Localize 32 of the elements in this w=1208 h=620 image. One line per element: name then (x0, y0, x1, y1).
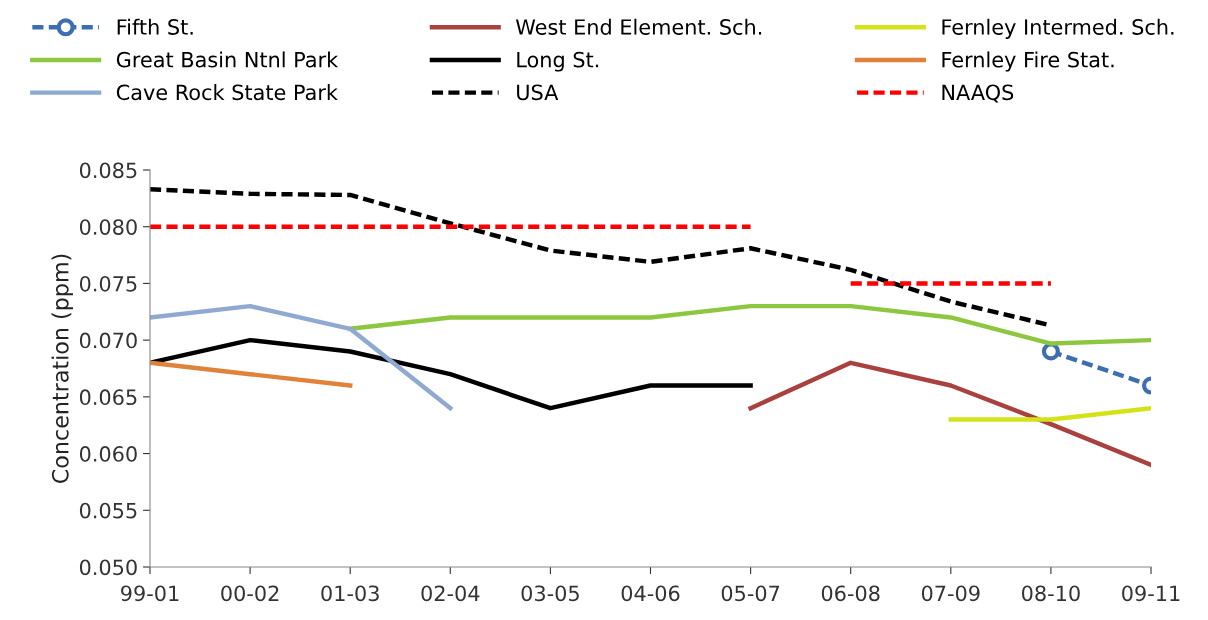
y-tick-label: 0.080 (79, 219, 137, 235)
y-tick-label: 0.055 (79, 502, 137, 519)
legend-label: Cave Rock State Park (116, 84, 338, 101)
y-tick-label: 0.060 (79, 446, 137, 462)
y-axis-title: Concentration (ppm) (51, 254, 73, 483)
x-tick-label: 09-11 (1122, 585, 1180, 602)
legend-label: USA (517, 84, 559, 101)
line-series (150, 303, 453, 411)
x-tick-label: 03-05 (521, 585, 579, 602)
x-tick-label: 08-10 (1022, 585, 1080, 602)
legend-label: Fernley Fire Stat. (942, 51, 1114, 72)
x-tick-label: 02-04 (421, 585, 480, 602)
x-tick-label: 00-02 (221, 585, 279, 602)
x-tick-label: 05-07 (721, 585, 780, 602)
y-tick-label: 0.050 (79, 559, 137, 576)
y-tick-label: 0.065 (79, 389, 137, 406)
line-series (748, 360, 1151, 468)
legend-label: West End Element. Sch. (515, 18, 762, 35)
line-series (150, 337, 753, 411)
y-tick-label: 0.085 (79, 162, 137, 179)
legend-label: Fernley Intermed. Sch. (942, 18, 1174, 39)
x-tick-label: 99-01 (121, 585, 179, 602)
x-tick-label: 06-08 (821, 585, 880, 602)
y-tick-label: 0.075 (79, 275, 137, 292)
legend-label: Long St. (517, 51, 599, 72)
legend-label: Fifth St. (117, 18, 193, 35)
x-tick-label: 07-09 (921, 585, 980, 602)
legend-label: Great Basin Ntnl Park (116, 51, 339, 68)
x-tick-label: 01-03 (321, 585, 379, 602)
y-tick-label: 0.070 (79, 332, 137, 349)
legend-label: NAAQS (942, 84, 1014, 103)
x-tick-label: 04-06 (621, 585, 680, 602)
